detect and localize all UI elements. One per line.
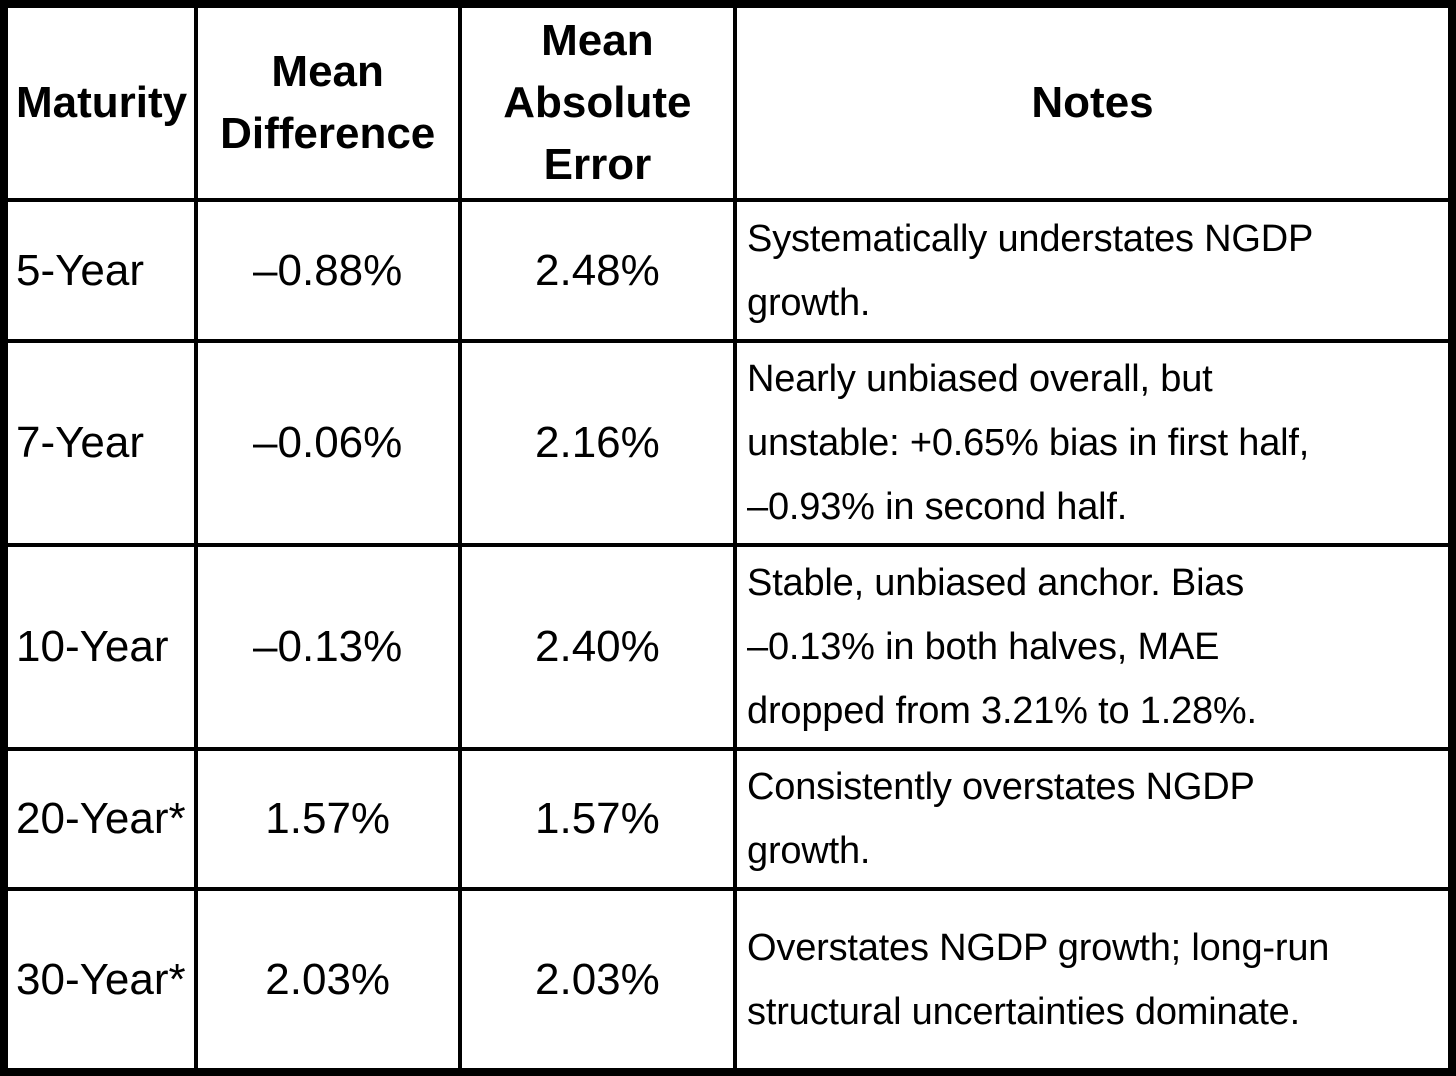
table-row: 5-Year –0.88% 2.48% Systematically under… xyxy=(2,198,1454,343)
cell-notes: Overstates NGDP growth; long-run structu… xyxy=(733,887,1454,1074)
cell-mean-absolute-error: 1.57% xyxy=(457,747,738,891)
table-row: 20-Year* 1.57% 1.57% Consistently overst… xyxy=(2,747,1454,891)
cell-mean-difference: 2.03% xyxy=(193,887,462,1074)
cell-mean-absolute-error: 2.40% xyxy=(457,543,738,751)
cell-mean-difference: –0.13% xyxy=(193,543,462,751)
cell-mean-difference: –0.06% xyxy=(193,339,462,547)
cell-mean-absolute-error: 2.03% xyxy=(457,887,738,1074)
table-row: 30-Year* 2.03% 2.03% Overstates NGDP gro… xyxy=(2,887,1454,1074)
cell-maturity: 20-Year* xyxy=(2,747,198,891)
col-header-mean-absolute-error: Mean Absolute Error xyxy=(457,2,738,202)
header-row: Maturity Mean Difference Mean Absolute E… xyxy=(2,2,1454,202)
table-row: 7-Year –0.06% 2.16% Nearly unbiased over… xyxy=(2,339,1454,547)
cell-notes: Stable, unbiased anchor. Bias –0.13% in … xyxy=(733,543,1454,751)
cell-notes: Systematically understates NGDP growth. xyxy=(733,198,1454,343)
col-header-notes: Notes xyxy=(733,2,1454,202)
cell-mean-difference: 1.57% xyxy=(193,747,462,891)
col-header-maturity: Maturity xyxy=(2,2,198,202)
cell-maturity: 7-Year xyxy=(2,339,198,547)
cell-mean-absolute-error: 2.48% xyxy=(457,198,738,343)
cell-maturity: 10-Year xyxy=(2,543,198,751)
cell-mean-difference: –0.88% xyxy=(193,198,462,343)
cell-notes: Consistently overstates NGDP growth. xyxy=(733,747,1454,891)
col-header-mean-difference: Mean Difference xyxy=(193,2,462,202)
cell-maturity: 30-Year* xyxy=(2,887,198,1074)
cell-mean-absolute-error: 2.16% xyxy=(457,339,738,547)
table-row: 10-Year –0.13% 2.40% Stable, unbiased an… xyxy=(2,543,1454,751)
cell-maturity: 5-Year xyxy=(2,198,198,343)
cell-notes: Nearly unbiased overall, but unstable: +… xyxy=(733,339,1454,547)
